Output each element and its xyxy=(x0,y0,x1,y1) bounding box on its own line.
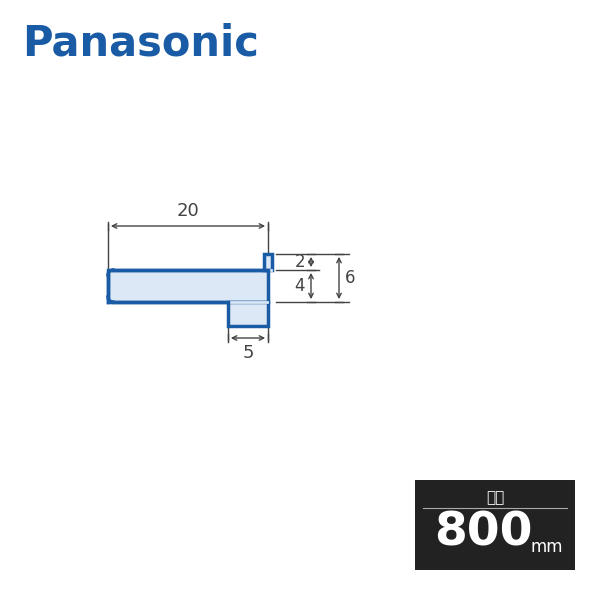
Text: Panasonic: Panasonic xyxy=(22,22,259,64)
Bar xyxy=(228,302,268,326)
Text: 5: 5 xyxy=(242,344,254,362)
Bar xyxy=(264,254,272,270)
Text: 長さ: 長さ xyxy=(486,490,504,505)
Text: 6: 6 xyxy=(345,269,355,287)
Text: 800: 800 xyxy=(434,511,532,556)
Bar xyxy=(108,270,268,302)
Text: 20: 20 xyxy=(176,202,199,220)
Text: 2: 2 xyxy=(295,253,305,271)
Text: mm: mm xyxy=(530,538,563,556)
Bar xyxy=(415,480,575,570)
Text: 4: 4 xyxy=(295,277,305,295)
